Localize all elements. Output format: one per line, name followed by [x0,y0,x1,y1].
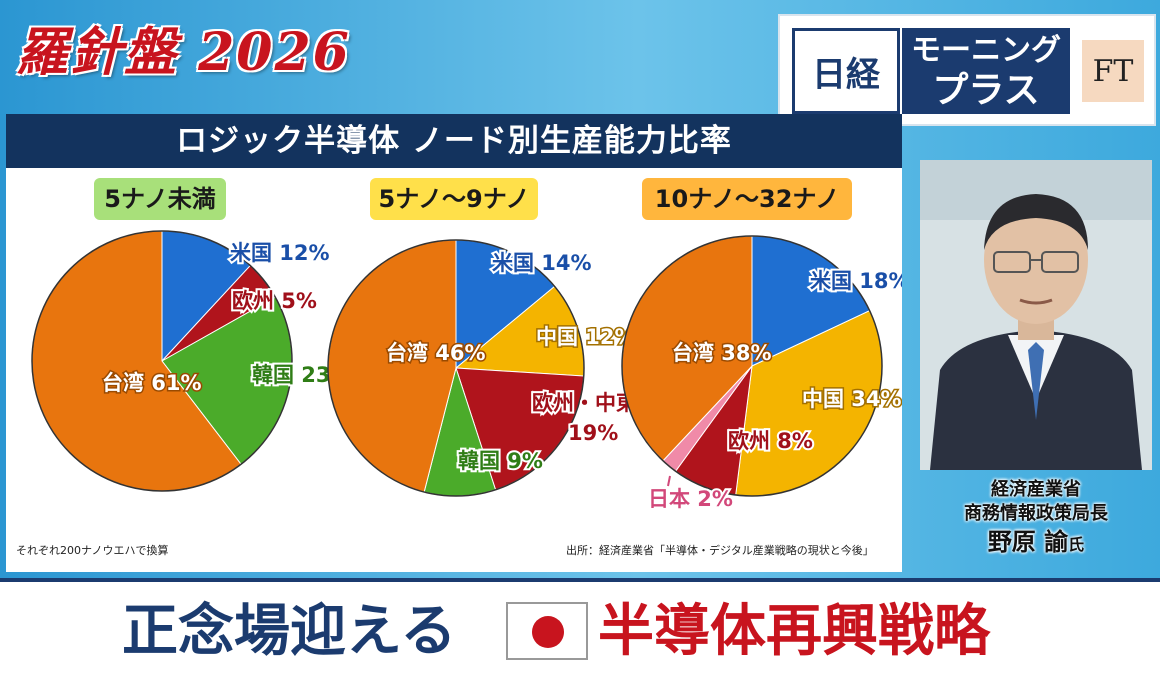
pie3-label-2: 欧州 8% [728,429,813,453]
pie1-label-3: 台湾 61% [102,371,202,395]
ft-logo: FT [1082,40,1144,102]
note-left: それぞれ200ナノウエハで換算 [16,544,169,557]
morning-logo-line2: プラス [932,70,1040,111]
pie2-label-3: 韓国 9% [458,449,543,473]
nikkei-logo: 日経 [792,28,900,114]
broadcast-logo: 日経 モーニング プラス FT [778,14,1156,126]
pie2-label-1: 中国 12% [536,325,636,349]
speaker-organization: 経済産業省 [991,479,1081,500]
speaker-honorific: 氏 [1068,535,1085,554]
pie1-outline [31,230,293,492]
show-title: 羅針盤 2026 [16,22,351,83]
pie3-label-4: 台湾 38% [672,341,772,365]
pie3-japan-leader [667,475,671,487]
pie3-outline [621,235,883,497]
speaker-photo [920,160,1152,470]
pie-title-3: 10ナノ〜32ナノ [642,178,852,220]
chart-panel-title: ロジック半導体 ノード別生産能力比率 [6,114,902,168]
headline-left: 正念場迎える [122,599,457,664]
pie3-label-0: 米国 18% [810,269,902,293]
chart-panel: ロジック半導体 ノード別生産能力比率 5ナノ未満 5ナノ〜9ナノ 10ナノ〜32… [6,114,902,572]
speaker-position: 商務情報政策局長 [964,503,1108,524]
speaker-name: 野原 諭 [987,528,1069,556]
speaker-caption: 経済産業省 商務情報政策局長 野原 諭氏 [920,478,1152,561]
pie2-outline [327,239,585,497]
morning-plus-logo: モーニング プラス [902,28,1070,114]
pie-title-1: 5ナノ未満 [94,178,226,220]
pie2-label-0: 米国 14% [492,251,592,275]
morning-logo-line1: モーニング [911,33,1061,68]
japan-flag-icon [506,602,588,660]
note-right: 出所：経済産業省「半導体・デジタル産業戦略の現状と今後」 [566,544,874,557]
pie3-label-1: 中国 34% [802,387,902,411]
pie-title-2: 5ナノ〜9ナノ [370,178,538,220]
pie1-label-0: 米国 12% [230,241,330,265]
pie2-label-2: 欧州・中東 19% [532,391,637,445]
pie-charts: 米国 12%欧州 5%韓国 23%台湾 61%米国 14%中国 12%欧州・中東… [31,230,902,513]
speaker-name-line: 野原 諭氏 [920,526,1152,561]
headline-bar: 正念場迎える 半導体再興戦略 [0,578,1160,680]
headline-right: 半導体再興戦略 [598,599,990,664]
pie2-label-4: 台湾 46% [386,341,486,365]
pie3-label-3: 日本 2% [648,487,733,511]
pie1-label-1: 欧州 5% [232,289,317,313]
